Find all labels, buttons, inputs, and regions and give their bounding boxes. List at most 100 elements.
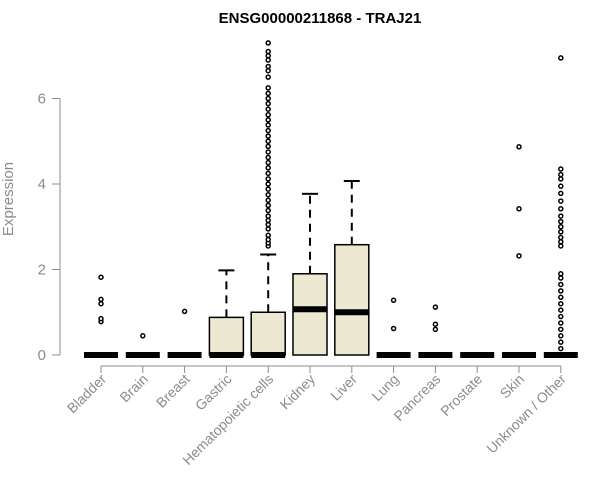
outlier-point <box>98 296 104 303</box>
outlier-point <box>432 321 439 327</box>
chart-title: ENSG00000211868 - TRAJ21 <box>219 10 422 27</box>
outlier-point <box>140 333 146 339</box>
outlier-point <box>558 345 564 352</box>
x-tick-label: Breast <box>153 371 193 411</box>
outlier-point <box>265 170 271 177</box>
box-group <box>125 333 160 358</box>
y-tick-label: 2 <box>38 262 46 279</box>
outlier-point <box>558 275 564 281</box>
outlier-point <box>265 143 271 150</box>
outlier-point <box>558 326 564 333</box>
outlier-point <box>558 198 564 204</box>
x-tick-label: Prostate <box>437 371 485 419</box>
outlier-point <box>558 320 564 326</box>
x-tick-label: Kidney <box>277 371 319 413</box>
outlier-point <box>265 232 271 239</box>
box-group <box>502 144 536 358</box>
outlier-point <box>558 183 564 189</box>
outlier-point <box>265 138 271 144</box>
outlier-point <box>558 176 564 182</box>
outlier-point <box>558 339 564 345</box>
outlier-point <box>98 300 104 307</box>
outlier-point <box>265 197 271 203</box>
outlier-point <box>516 253 522 259</box>
outlier-point <box>265 133 271 139</box>
y-axis-label: Expression <box>0 162 17 236</box>
box <box>334 243 370 356</box>
box-group <box>167 308 202 358</box>
box <box>292 273 328 356</box>
outlier-point <box>181 308 188 315</box>
outlier-point <box>265 74 271 80</box>
x-tick-label: Skin <box>497 371 528 402</box>
x-tick-label: Lung <box>368 371 401 404</box>
box-group <box>292 192 328 356</box>
x-tick-label: Unknown / Other <box>483 371 569 457</box>
outlier-point <box>265 213 271 219</box>
outlier-point <box>265 159 271 166</box>
outlier-point <box>265 202 271 209</box>
outlier-point <box>265 90 271 97</box>
outlier-point <box>558 238 564 245</box>
outlier-point <box>98 315 104 322</box>
outlier-point <box>558 243 564 249</box>
outlier-point <box>516 144 522 150</box>
outlier-point <box>558 166 564 172</box>
box-group <box>376 297 411 358</box>
x-tick-label: Bladder <box>64 371 110 417</box>
outlier-point <box>558 271 564 277</box>
box-group <box>208 269 245 358</box>
outlier-point <box>265 127 271 134</box>
boxes <box>84 40 578 358</box>
outlier-point <box>265 63 271 70</box>
outlier-point <box>265 53 271 59</box>
outlier-point <box>98 274 104 280</box>
outlier-point <box>558 333 564 339</box>
outlier-point <box>265 207 271 214</box>
x-tick-label: Brain <box>116 371 150 405</box>
outlier-point <box>265 85 271 91</box>
box-group <box>84 274 118 358</box>
outlier-point <box>265 149 271 155</box>
outlier-point <box>265 221 271 228</box>
outlier-point <box>265 186 271 192</box>
outlier-point <box>265 165 271 171</box>
outlier-point <box>265 100 271 107</box>
outlier-point <box>265 117 271 123</box>
y-tick-label: 4 <box>38 176 46 193</box>
box-group <box>334 180 370 356</box>
outlier-point <box>558 218 564 225</box>
outlier-point <box>558 307 564 313</box>
outlier-point <box>265 95 271 102</box>
x-tick-label: Liver <box>327 371 360 404</box>
outlier-point <box>265 154 271 161</box>
outlier-point <box>265 226 271 232</box>
y-tick-label: 0 <box>38 347 46 364</box>
outlier-point <box>265 40 271 46</box>
outlier-point <box>265 191 271 198</box>
outlier-point <box>265 111 271 118</box>
outlier-point <box>265 217 271 224</box>
outlier-point <box>265 67 271 74</box>
outlier-point <box>558 206 564 212</box>
outlier-point <box>432 326 439 333</box>
box <box>208 316 245 356</box>
outlier-point <box>265 181 271 187</box>
outlier-point <box>558 288 564 294</box>
outlier-point <box>558 190 564 197</box>
outlier-point <box>558 229 564 235</box>
outlier-point <box>265 176 271 182</box>
outlier-point <box>265 57 271 63</box>
outlier-point <box>516 206 522 212</box>
y-axis: 0 2 4 6 <box>38 91 61 364</box>
outlier-point <box>390 325 397 332</box>
outlier-point <box>558 313 564 320</box>
outlier-point <box>265 48 271 55</box>
outlier-point <box>265 106 271 112</box>
outlier-point <box>558 281 564 288</box>
outlier-point <box>390 297 397 304</box>
outlier-point <box>558 294 564 301</box>
outlier-point <box>558 213 564 219</box>
